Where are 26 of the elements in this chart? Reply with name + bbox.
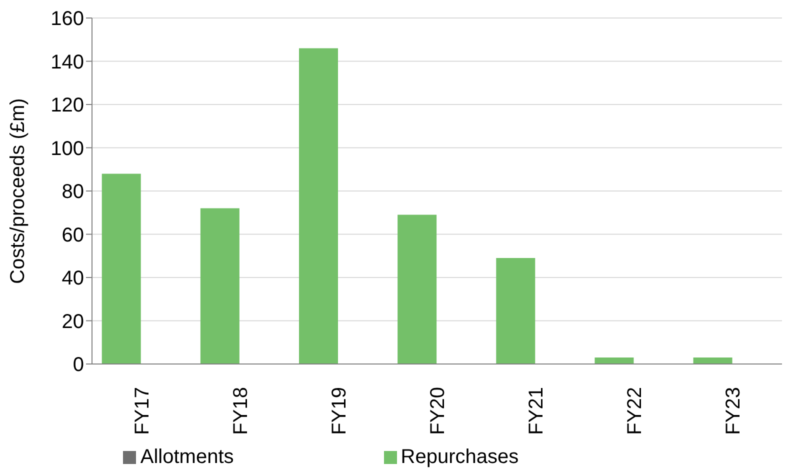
y-tick-label: 120 [50, 94, 84, 117]
x-tick-label: FY21 [526, 387, 548, 435]
bar [693, 358, 732, 364]
y-tick-label: 0 [72, 354, 84, 376]
x-tick-label: FY19 [328, 387, 350, 435]
y-tick-label: 100 [50, 138, 84, 160]
x-tick-label: FY22 [624, 387, 646, 435]
bar [102, 174, 141, 364]
y-tick-label: 140 [50, 51, 84, 74]
x-tick-label: FY20 [427, 387, 449, 435]
x-tick-label: FY18 [230, 387, 252, 435]
y-tick-label: 160 [50, 8, 84, 30]
bar [594, 358, 634, 364]
y-tick-label: 20 [62, 310, 84, 333]
legend-label: Repurchases [400, 446, 519, 468]
bar [398, 214, 437, 364]
y-tick-label: 40 [62, 268, 84, 290]
y-tick-label: 60 [62, 224, 84, 246]
legend-label: Allotments [140, 446, 234, 468]
bar [200, 208, 240, 364]
x-tick-label: FY17 [131, 387, 154, 435]
y-tick-label: 80 [62, 181, 84, 204]
y-axis-title: Costs/proceeds (£m) [7, 98, 30, 284]
bar [299, 48, 338, 364]
bar [496, 258, 536, 364]
x-tick-label: FY23 [722, 387, 745, 435]
